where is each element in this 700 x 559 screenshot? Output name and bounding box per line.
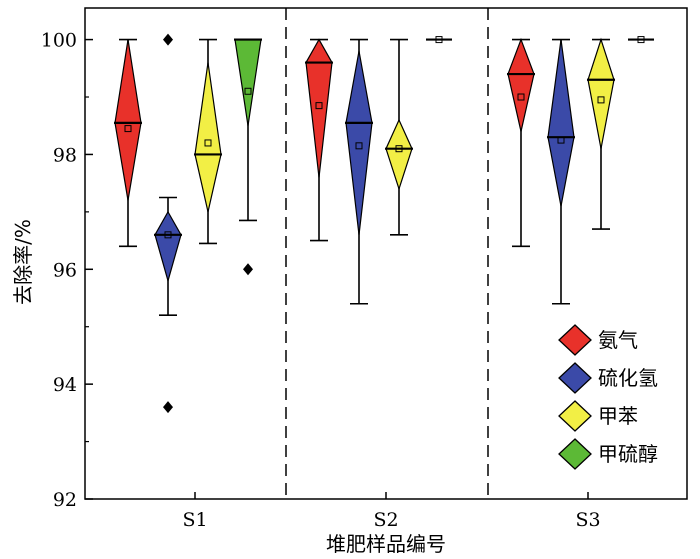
legend-item: 甲硫醇 <box>558 438 658 470</box>
mean-marker <box>204 139 212 147</box>
y-tick-label: 94 <box>53 374 77 396</box>
mean-marker <box>395 145 403 153</box>
legend-swatch <box>558 438 592 470</box>
y-tick-label: 98 <box>53 144 77 166</box>
legend-item: 氨气 <box>558 324 638 356</box>
x-axis: S1 S2 S3 <box>182 492 601 531</box>
boxes <box>114 33 654 414</box>
box-S1-2 <box>194 38 222 245</box>
box-S2-0 <box>305 38 333 242</box>
legend-label: 硫化氢 <box>598 366 658 390</box>
box-S3-1 <box>547 38 575 305</box>
outlier <box>243 263 253 276</box>
outlier <box>163 401 173 414</box>
box-S2-3 <box>426 36 452 44</box>
box-S3-3 <box>628 36 654 44</box>
y-tick-label: 96 <box>53 259 77 281</box>
y-tick-label: 92 <box>53 489 77 511</box>
box-body <box>154 210 182 283</box>
y-axis-title: 去除率/% <box>11 219 35 305</box>
legend-label: 甲苯 <box>598 404 638 428</box>
legend-swatch <box>558 324 592 356</box>
box-body <box>194 62 222 212</box>
box-S2-2 <box>385 38 413 236</box>
legend-label: 甲硫醇 <box>598 442 658 466</box>
y-tick-label: 100 <box>41 30 77 52</box>
x-tick-label: S3 <box>575 509 600 531</box>
outlier <box>163 33 173 46</box>
y-axis: 92 94 96 98 100 <box>41 30 93 511</box>
box-body <box>114 39 142 201</box>
legend-item: 硫化氢 <box>558 362 658 394</box>
mean-marker <box>517 93 525 101</box>
mean-marker <box>164 231 172 239</box>
box-S1-0 <box>114 38 142 248</box>
legend-swatch <box>558 400 592 432</box>
box-S1-3 <box>234 38 262 276</box>
box-S3-0 <box>507 37 535 248</box>
box-body <box>234 38 262 126</box>
box-S1-1 <box>154 33 182 414</box>
box-body <box>547 39 575 207</box>
mean-marker <box>435 36 443 44</box>
mean-marker <box>315 102 323 110</box>
mean-marker <box>637 36 645 44</box>
box-S2-1 <box>345 38 373 305</box>
mean-marker <box>557 136 565 144</box>
group-dividers <box>285 8 489 499</box>
mean-marker <box>597 96 605 104</box>
legend-label: 氨气 <box>598 328 638 352</box>
box-S3-2 <box>587 37 615 230</box>
legend-item: 甲苯 <box>558 400 638 432</box>
legend-swatch <box>558 362 592 394</box>
box-body <box>587 37 615 149</box>
mean-marker <box>244 87 252 95</box>
x-axis-title: 堆肥样品编号 <box>326 532 446 556</box>
box-body <box>507 37 535 132</box>
box-body <box>385 118 413 191</box>
x-tick-label: S2 <box>373 509 398 531</box>
x-tick-label: S1 <box>182 509 207 531</box>
mean-marker <box>124 125 132 133</box>
mean-marker <box>355 142 363 150</box>
